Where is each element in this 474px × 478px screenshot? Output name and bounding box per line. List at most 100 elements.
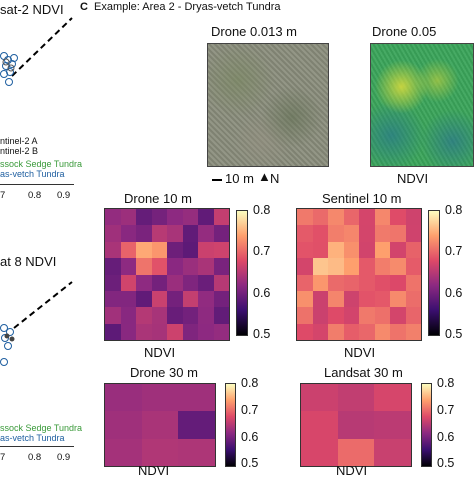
raster-cell — [405, 290, 421, 308]
raster-cell — [167, 290, 183, 308]
drone-ndvi-image — [370, 43, 474, 167]
raster-cell — [182, 307, 198, 324]
raster-cell — [105, 258, 121, 275]
raster-cell — [405, 209, 421, 226]
legend-sentinel-b: ntinel-2 B — [0, 146, 39, 156]
raster-cell — [151, 323, 167, 340]
raster-cell — [198, 209, 214, 226]
raster-cell — [374, 384, 411, 412]
legend-tussock-sedge: ssock Sedge Tundra — [0, 159, 83, 169]
map-xlabel-drone-30m: NDVI — [138, 463, 170, 478]
cb1-tick-06: 0.6 — [445, 286, 463, 300]
north-label: N — [270, 171, 280, 186]
raster-cell — [151, 290, 167, 308]
scale-bar-label: 10 m — [225, 171, 254, 186]
raster-cell — [374, 209, 390, 226]
heatmap-sentinel-10m — [296, 208, 422, 341]
raster-cell — [405, 323, 421, 340]
raster-cell — [390, 274, 406, 291]
raster-cell — [343, 258, 359, 275]
raster-cell — [105, 307, 121, 324]
x-axis-line-top — [0, 184, 74, 185]
raster-cell — [297, 258, 313, 275]
raster-cell — [312, 241, 328, 259]
raster-cell — [297, 290, 313, 308]
raster-cell — [198, 323, 214, 340]
raster-cell — [141, 411, 179, 439]
raster-cell — [105, 438, 142, 466]
raster-cell — [141, 438, 179, 466]
raster-cell — [343, 274, 359, 291]
raster-cell — [390, 323, 406, 340]
raster-cell — [182, 323, 198, 340]
tick-09-top: 0.9 — [57, 190, 71, 201]
cb2-tick-05: 0.5 — [241, 456, 259, 470]
raster-cell — [120, 258, 136, 275]
raster-cell — [328, 307, 344, 324]
tick-left-bottom: 7 — [0, 452, 6, 463]
raster-cell — [312, 307, 328, 324]
raster-cell — [105, 209, 121, 226]
map-xlabel-sentinel-10m: NDVI — [344, 345, 376, 360]
raster-cell — [374, 241, 390, 259]
raster-cell — [312, 225, 328, 242]
raster-cell — [297, 225, 313, 242]
raster-cell — [213, 258, 229, 275]
raster-cell — [390, 307, 406, 324]
heatmap-landsat-30m — [300, 383, 412, 467]
raster-cell — [297, 323, 313, 340]
map-title-sentinel-10m: Sentinel 10 m — [322, 191, 402, 206]
raster-cell — [151, 209, 167, 226]
raster-cell — [328, 241, 344, 259]
raster-cell — [390, 241, 406, 259]
raster-cell — [359, 258, 375, 275]
raster-cell — [105, 290, 121, 308]
raster-cell — [312, 258, 328, 275]
raster-cell — [167, 225, 183, 242]
raster-cell — [374, 225, 390, 242]
legend-dryas-vetch: as-vetch Tundra — [0, 169, 65, 179]
raster-cell — [198, 290, 214, 308]
cb3-tick-05: 0.5 — [437, 456, 455, 470]
raster-cell — [136, 290, 152, 308]
scale-bar — [212, 179, 222, 181]
raster-cell — [105, 225, 121, 242]
raster-cell — [405, 307, 421, 324]
raster-cell — [297, 307, 313, 324]
raster-cell — [343, 209, 359, 226]
drone-ndvi-label: NDVI — [397, 171, 429, 186]
raster-cell — [178, 411, 215, 439]
raster-cell — [374, 411, 411, 439]
raster-cell — [182, 274, 198, 291]
raster-cell — [312, 209, 328, 226]
colorbar-landsat-30m — [421, 383, 432, 467]
cb0-tick-08: 0.8 — [253, 203, 271, 217]
raster-cell — [198, 258, 214, 275]
cb0-tick-06: 0.6 — [253, 286, 271, 300]
heatmap-drone-30m — [104, 383, 216, 467]
colorbar-drone-10m — [236, 210, 248, 336]
raster-cell — [405, 274, 421, 291]
raster-cell — [328, 225, 344, 242]
landsat-ndvi-title: at 8 NDVI — [0, 254, 57, 269]
raster-cell — [213, 274, 229, 291]
raster-cell — [301, 411, 338, 439]
raster-cell — [405, 258, 421, 275]
raster-cell — [343, 241, 359, 259]
raster-cell — [297, 241, 313, 259]
cb1-tick-05: 0.5 — [445, 327, 463, 341]
raster-cell — [105, 241, 121, 259]
raster-cell — [343, 290, 359, 308]
cb1-tick-08: 0.8 — [445, 203, 463, 217]
raster-cell — [167, 307, 183, 324]
drone-ndvi-title: Drone 0.05 — [372, 24, 437, 39]
raster-cell — [198, 274, 214, 291]
raster-cell — [343, 323, 359, 340]
raster-cell — [151, 274, 167, 291]
raster-cell — [151, 241, 167, 259]
raster-cell — [213, 307, 229, 324]
legend-dryas-vetch-2: as-vetch Tundra — [0, 433, 65, 443]
raster-cell — [213, 241, 229, 259]
raster-cell — [136, 241, 152, 259]
map-title-landsat-30m: Landsat 30 m — [324, 365, 403, 380]
